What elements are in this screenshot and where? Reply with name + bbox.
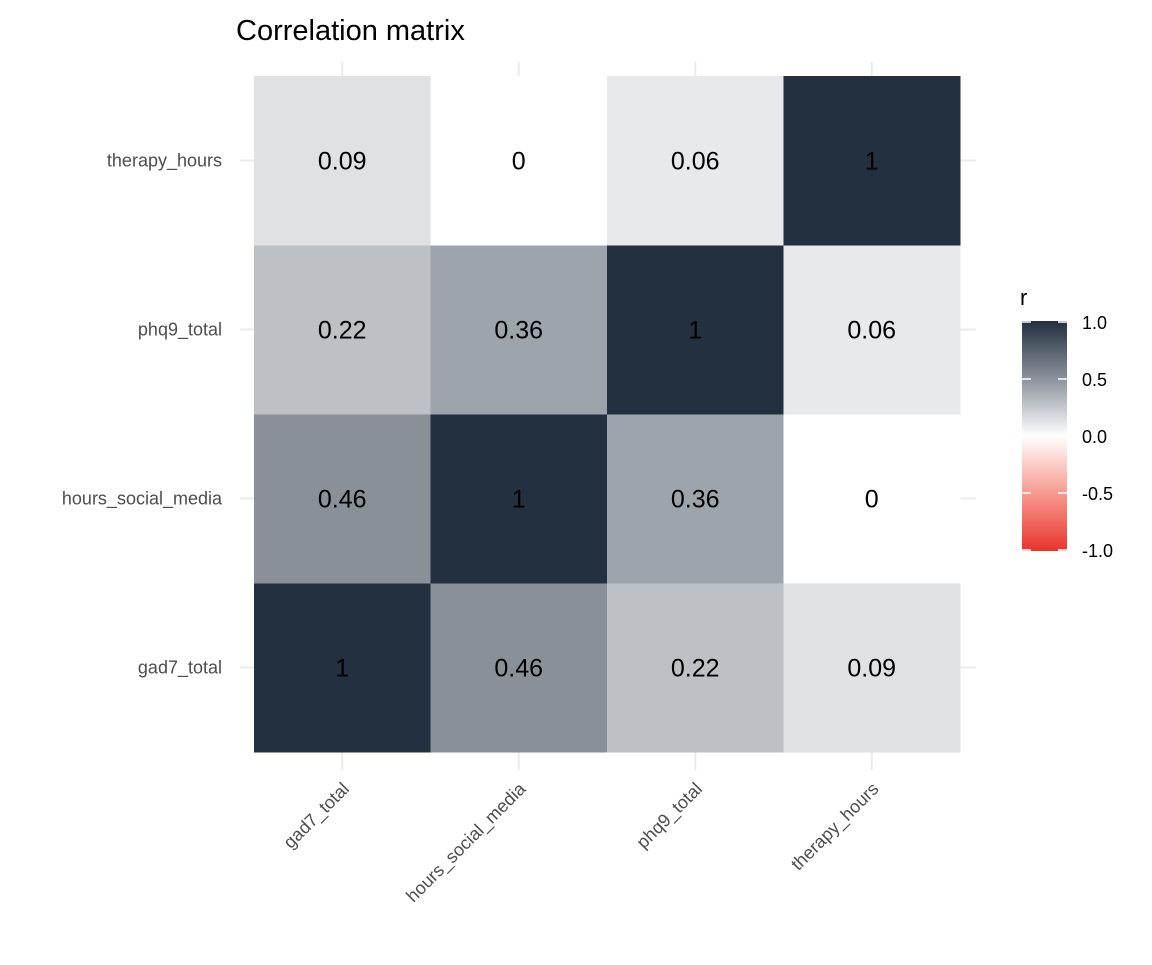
x-tick-label: gad7_total (279, 779, 353, 853)
legend-tick-label: 0.0 (1082, 427, 1107, 447)
heatmap-cell (430, 583, 608, 753)
heatmap-cell (783, 583, 961, 753)
cell-labels: 1 0.46 0.22 0.09 0.46 1 0.36 0 0.22 0.36 1 0.06 0.09… (318, 148, 896, 683)
y-tick-label: phq9_total (138, 320, 222, 341)
heatmap-cell (607, 76, 784, 246)
x-tick-label: therapy_hours (787, 779, 883, 875)
cell-value-label: 0 (512, 148, 526, 176)
legend: r 1.0 0.5 0.0 -0.5 -1.0 (1020, 285, 1113, 561)
heatmap-cell (430, 245, 608, 415)
cell-value-label: 0 (865, 486, 879, 514)
cell-value-label: 0.06 (671, 148, 720, 176)
cell-value-label: 0.22 (318, 317, 367, 345)
cell-value-label: 0.36 (494, 317, 543, 345)
legend-tick-label: -0.5 (1082, 484, 1113, 504)
heatmap-cell (430, 76, 608, 246)
heatmap-cell (254, 583, 431, 753)
x-axis: gad7_total hours_social_media phq9_total th… (279, 778, 883, 907)
heatmap-cells (254, 76, 961, 753)
heatmap-cell (607, 414, 784, 584)
y-tick-label: therapy_hours (107, 151, 222, 172)
legend-tick-label: 1.0 (1082, 313, 1107, 333)
heatmap-cell (254, 76, 431, 246)
y-tick-label: gad7_total (138, 658, 222, 679)
cell-value-label: 1 (512, 486, 526, 514)
cell-value-label: 0.36 (671, 486, 720, 514)
chart-title: Correlation matrix (236, 15, 465, 47)
cell-value-label: 0.46 (318, 486, 367, 514)
y-tick-label: hours_social_media (62, 489, 223, 510)
cell-value-label: 0.06 (847, 317, 896, 345)
cell-value-label: 1 (688, 317, 702, 345)
cell-value-label: 0.09 (847, 655, 896, 683)
heatmap-cell (783, 245, 961, 415)
heatmap-cell (607, 583, 784, 753)
cell-value-label: 0.09 (318, 148, 367, 176)
legend-tick-label: 0.5 (1082, 370, 1107, 390)
heatmap-cell (254, 245, 431, 415)
x-tick-label: hours_social_media (402, 778, 531, 907)
y-axis: gad7_total hours_social_media phq9_total th… (62, 151, 223, 679)
heatmap-cell (783, 414, 961, 584)
heatmap-cell (607, 245, 784, 415)
heatmap-cell (783, 76, 961, 246)
cell-value-label: 0.22 (671, 655, 720, 683)
heatmap-cell (430, 414, 608, 584)
cell-value-label: 0.46 (494, 655, 543, 683)
cell-value-label: 1 (865, 148, 879, 176)
legend-title: r (1020, 285, 1027, 310)
x-tick-label: phq9_total (632, 779, 706, 853)
heatmap-cell (254, 414, 431, 584)
cell-value-label: 1 (335, 655, 349, 683)
legend-tick-label: -1.0 (1082, 541, 1113, 561)
